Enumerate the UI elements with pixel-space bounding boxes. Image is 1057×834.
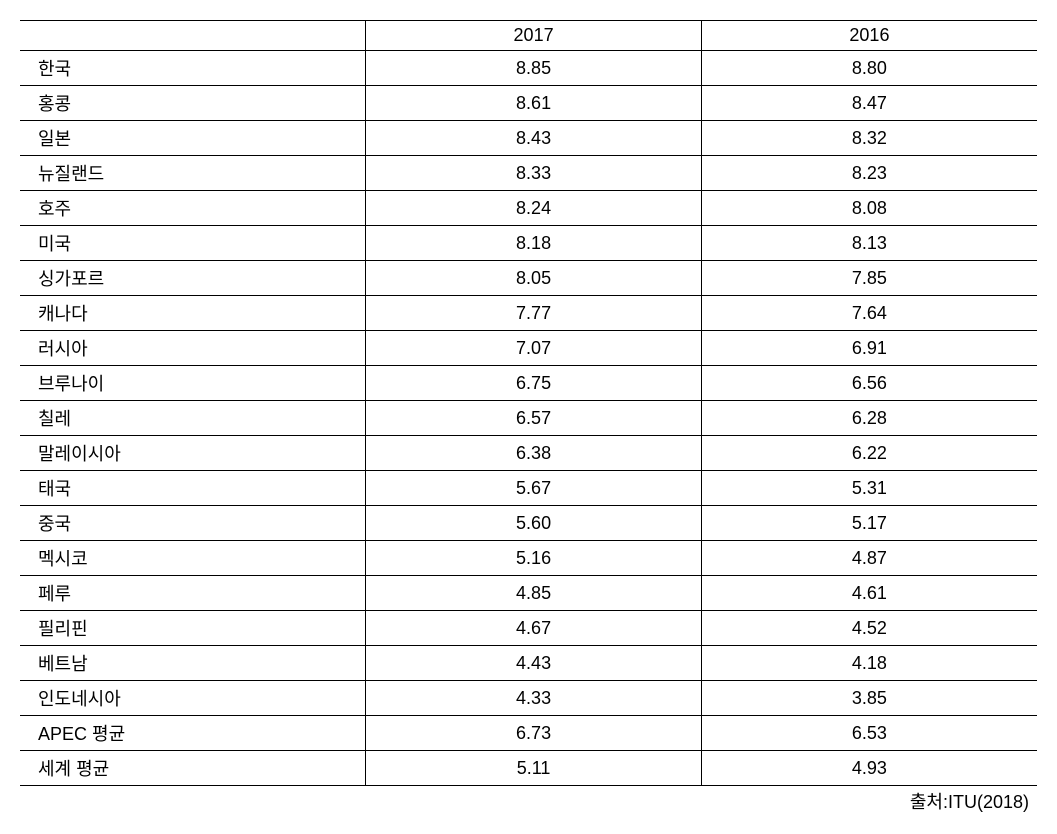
table-row: 미국8.188.13 — [20, 226, 1037, 261]
value-2016-cell: 5.17 — [701, 506, 1037, 541]
country-cell: APEC 평균 — [20, 716, 366, 751]
data-table: 2017 2016 한국8.858.80홍콩8.618.47일본8.438.32… — [20, 20, 1037, 786]
value-2016-cell: 4.87 — [701, 541, 1037, 576]
source-note: 출처:ITU(2018) — [20, 786, 1037, 814]
country-cell: 중국 — [20, 506, 366, 541]
value-2017-cell: 4.85 — [366, 576, 702, 611]
value-2016-cell: 4.52 — [701, 611, 1037, 646]
country-cell: 한국 — [20, 51, 366, 86]
header-2017: 2017 — [366, 21, 702, 51]
value-2017-cell: 4.43 — [366, 646, 702, 681]
table-row: 브루나이6.756.56 — [20, 366, 1037, 401]
value-2017-cell: 8.33 — [366, 156, 702, 191]
value-2016-cell: 8.32 — [701, 121, 1037, 156]
value-2017-cell: 6.38 — [366, 436, 702, 471]
header-blank — [20, 21, 366, 51]
country-cell: 홍콩 — [20, 86, 366, 121]
value-2017-cell: 7.77 — [366, 296, 702, 331]
table-row: 뉴질랜드8.338.23 — [20, 156, 1037, 191]
value-2016-cell: 6.91 — [701, 331, 1037, 366]
value-2016-cell: 4.93 — [701, 751, 1037, 786]
table-row: 러시아7.076.91 — [20, 331, 1037, 366]
table-row: 페루4.854.61 — [20, 576, 1037, 611]
table-row: 중국5.605.17 — [20, 506, 1037, 541]
value-2016-cell: 7.64 — [701, 296, 1037, 331]
country-cell: 필리핀 — [20, 611, 366, 646]
table-row: 필리핀4.674.52 — [20, 611, 1037, 646]
value-2016-cell: 6.56 — [701, 366, 1037, 401]
value-2016-cell: 8.80 — [701, 51, 1037, 86]
table-row: 태국5.675.31 — [20, 471, 1037, 506]
header-2016: 2016 — [701, 21, 1037, 51]
table-row: 싱가포르8.057.85 — [20, 261, 1037, 296]
value-2016-cell: 6.53 — [701, 716, 1037, 751]
country-cell: 페루 — [20, 576, 366, 611]
country-cell: 일본 — [20, 121, 366, 156]
table-row: 홍콩8.618.47 — [20, 86, 1037, 121]
table-row: APEC 평균6.736.53 — [20, 716, 1037, 751]
country-cell: 러시아 — [20, 331, 366, 366]
table-row: 베트남4.434.18 — [20, 646, 1037, 681]
value-2017-cell: 6.57 — [366, 401, 702, 436]
value-2016-cell: 5.31 — [701, 471, 1037, 506]
value-2017-cell: 8.05 — [366, 261, 702, 296]
country-cell: 캐나다 — [20, 296, 366, 331]
country-cell: 브루나이 — [20, 366, 366, 401]
country-cell: 멕시코 — [20, 541, 366, 576]
value-2017-cell: 4.33 — [366, 681, 702, 716]
country-cell: 싱가포르 — [20, 261, 366, 296]
value-2017-cell: 5.16 — [366, 541, 702, 576]
value-2016-cell: 7.85 — [701, 261, 1037, 296]
table-row: 멕시코5.164.87 — [20, 541, 1037, 576]
value-2017-cell: 7.07 — [366, 331, 702, 366]
country-cell: 인도네시아 — [20, 681, 366, 716]
value-2017-cell: 8.85 — [366, 51, 702, 86]
table-row: 칠레6.576.28 — [20, 401, 1037, 436]
table-row: 한국8.858.80 — [20, 51, 1037, 86]
value-2017-cell: 8.43 — [366, 121, 702, 156]
value-2016-cell: 8.08 — [701, 191, 1037, 226]
value-2016-cell: 6.22 — [701, 436, 1037, 471]
table-row: 말레이시아6.386.22 — [20, 436, 1037, 471]
country-cell: 미국 — [20, 226, 366, 261]
value-2017-cell: 8.24 — [366, 191, 702, 226]
value-2016-cell: 4.18 — [701, 646, 1037, 681]
table-row: 캐나다7.777.64 — [20, 296, 1037, 331]
table-row: 일본8.438.32 — [20, 121, 1037, 156]
country-cell: 호주 — [20, 191, 366, 226]
country-cell: 세계 평균 — [20, 751, 366, 786]
table-row: 세계 평균5.114.93 — [20, 751, 1037, 786]
value-2017-cell: 8.61 — [366, 86, 702, 121]
country-cell: 칠레 — [20, 401, 366, 436]
value-2017-cell: 8.18 — [366, 226, 702, 261]
value-2016-cell: 8.47 — [701, 86, 1037, 121]
value-2016-cell: 8.23 — [701, 156, 1037, 191]
value-2016-cell: 3.85 — [701, 681, 1037, 716]
country-cell: 말레이시아 — [20, 436, 366, 471]
value-2017-cell: 4.67 — [366, 611, 702, 646]
value-2017-cell: 5.67 — [366, 471, 702, 506]
country-cell: 베트남 — [20, 646, 366, 681]
value-2017-cell: 5.11 — [366, 751, 702, 786]
country-cell: 뉴질랜드 — [20, 156, 366, 191]
header-row: 2017 2016 — [20, 21, 1037, 51]
table-row: 인도네시아4.333.85 — [20, 681, 1037, 716]
table-row: 호주8.248.08 — [20, 191, 1037, 226]
value-2017-cell: 5.60 — [366, 506, 702, 541]
value-2017-cell: 6.73 — [366, 716, 702, 751]
value-2016-cell: 6.28 — [701, 401, 1037, 436]
value-2016-cell: 4.61 — [701, 576, 1037, 611]
value-2017-cell: 6.75 — [366, 366, 702, 401]
country-cell: 태국 — [20, 471, 366, 506]
value-2016-cell: 8.13 — [701, 226, 1037, 261]
table-body: 한국8.858.80홍콩8.618.47일본8.438.32뉴질랜드8.338.… — [20, 51, 1037, 786]
